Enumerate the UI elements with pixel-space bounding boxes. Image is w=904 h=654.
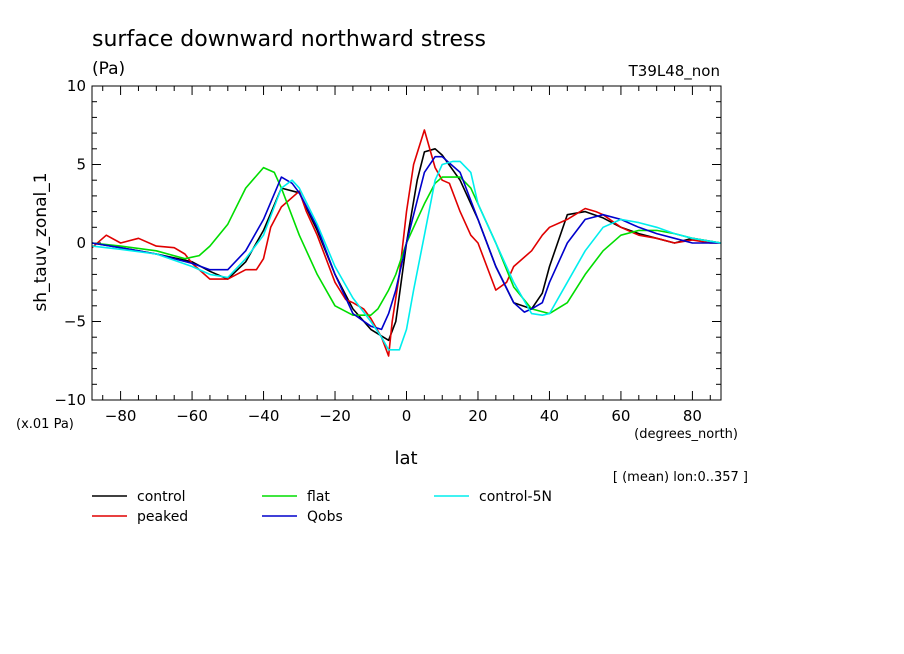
x-tick-label: 20	[468, 407, 487, 425]
y-tick-label: 5	[76, 156, 86, 174]
chart-title: surface downward northward stress	[92, 27, 486, 52]
y-scale-note: (x.01 Pa)	[16, 417, 74, 432]
y-tick-label: 10	[67, 77, 86, 95]
x-tick-label: 60	[611, 407, 630, 425]
legend: control flat control-5N peaked Qobs	[92, 489, 552, 525]
plot-frame	[91, 85, 722, 401]
legend-label-control: control	[137, 489, 186, 505]
axis-ticks	[92, 85, 721, 401]
x-tick-label: −20	[319, 407, 351, 425]
x-tick-label: 0	[402, 407, 412, 425]
legend-label-flat: flat	[307, 489, 330, 505]
series-line-flat	[92, 166, 721, 317]
axis-tick-labels: −80 −60 −40 −20 0 20 40 60 80 −10 −5 0 5 10	[54, 77, 702, 425]
y-tick-label: −5	[64, 313, 86, 331]
series-line-control-5n	[92, 160, 721, 351]
y-axis-label: sh_tauv_zonal_1	[31, 172, 51, 311]
y-tick-label: 0	[76, 234, 86, 252]
legend-label-control-5n: control-5N	[479, 489, 552, 505]
legend-label-qobs: Qobs	[307, 509, 343, 525]
chart-units: (Pa)	[92, 59, 125, 79]
series-line-qobs	[92, 155, 721, 331]
plot-area	[92, 129, 721, 357]
x-tick-label: 80	[683, 407, 702, 425]
run-label: T39L48_non	[628, 62, 720, 81]
x-tick-label: −60	[176, 407, 208, 425]
x-tick-label: 40	[540, 407, 559, 425]
y-tick-label: −10	[54, 391, 86, 409]
mean-note: [ (mean) lon:0..357 ]	[613, 470, 748, 485]
series-line-control	[92, 148, 721, 342]
legend-label-peaked: peaked	[137, 509, 188, 525]
x-units: (degrees_north)	[634, 427, 738, 442]
x-tick-label: −80	[105, 407, 137, 425]
x-tick-label: −40	[248, 407, 280, 425]
x-axis-label: lat	[394, 448, 417, 469]
